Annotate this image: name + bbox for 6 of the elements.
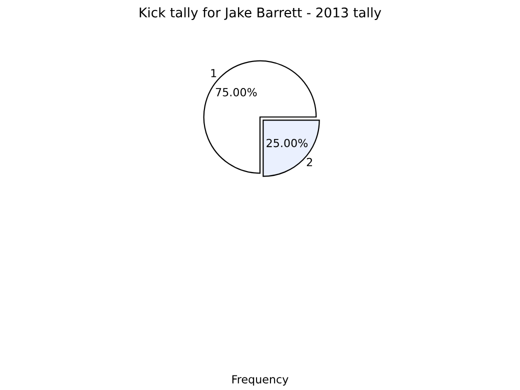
slice-label: 2 (306, 158, 312, 166)
chart-title: Kick tally for Jake Barrett - 2013 tally (140, 7, 382, 20)
data-label: 25.00% (266, 138, 308, 148)
slice-label: 1 (211, 69, 216, 78)
data-label: 75.00% (216, 88, 257, 96)
text: Frequency (232, 375, 288, 386)
